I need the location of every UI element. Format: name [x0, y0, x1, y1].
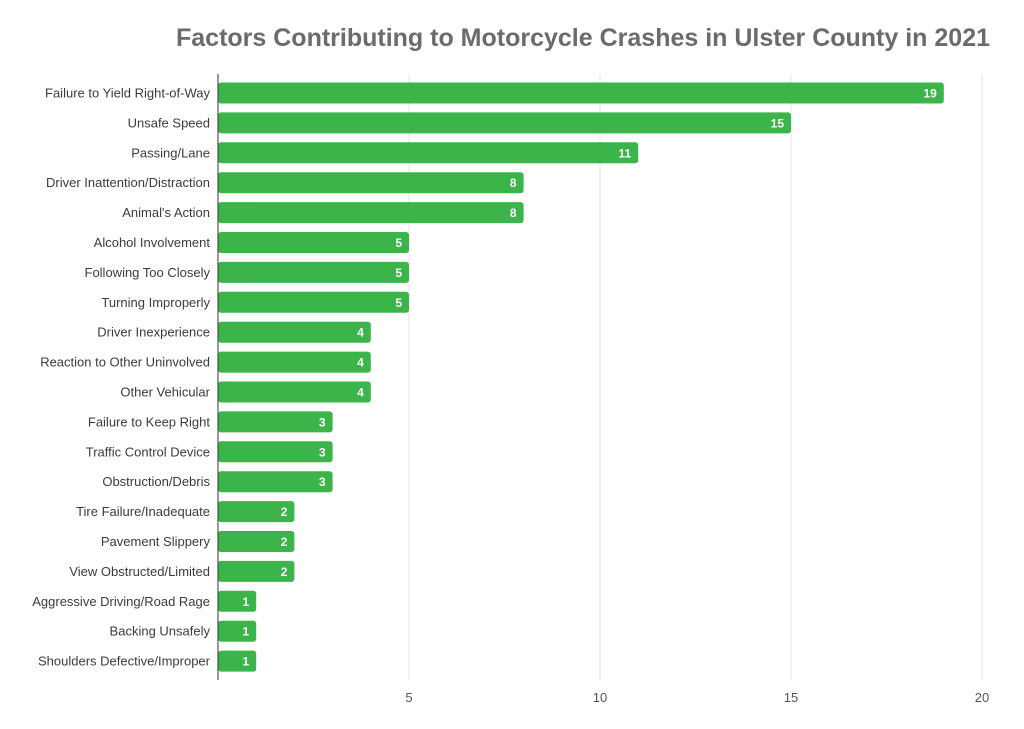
bar	[218, 172, 524, 194]
category-label: Tire Failure/Inadequate	[76, 504, 210, 519]
bar	[218, 202, 524, 224]
bar	[218, 112, 791, 134]
category-label: Pavement Slippery	[101, 534, 211, 549]
bar-value-label: 15	[771, 116, 785, 130]
category-label: Turning Improperly	[101, 295, 210, 310]
bar	[218, 590, 257, 612]
bar-value-label: 4	[357, 386, 364, 400]
category-label: Failure to Yield Right-of-Way	[45, 86, 210, 101]
bar	[218, 381, 371, 403]
bar-value-label: 4	[357, 326, 364, 340]
x-tick-label: 15	[784, 690, 798, 705]
category-label: Alcohol Involvement	[94, 235, 211, 250]
bar	[218, 620, 257, 642]
category-label: View Obstructed/Limited	[69, 564, 210, 579]
bar-value-label: 4	[357, 356, 364, 370]
bar	[218, 291, 409, 313]
category-label: Reaction to Other Uninvolved	[40, 355, 210, 370]
x-axis-ticks: 5 10 15 20	[405, 690, 989, 705]
bar-value-label: 1	[243, 655, 250, 669]
bar-value-label: 1	[243, 595, 250, 609]
category-label: Animal's Action	[122, 205, 210, 220]
x-tick-label: 5	[405, 690, 412, 705]
bar	[218, 82, 944, 104]
bar-value-label: 8	[510, 176, 517, 190]
bar-value-label: 5	[395, 236, 402, 250]
bar-value-label: 3	[319, 475, 326, 489]
category-label: Traffic Control Device	[86, 444, 210, 459]
bar-value-label: 19	[923, 87, 937, 101]
gridlines	[408, 74, 983, 680]
bar	[218, 650, 257, 672]
bar	[218, 232, 409, 253]
category-label: Other Vehicular	[120, 385, 210, 400]
bar	[218, 261, 409, 283]
bar	[218, 531, 295, 552]
bar-value-label: 3	[319, 415, 326, 429]
bar	[218, 411, 333, 433]
category-label: Passing/Lane	[131, 145, 210, 160]
category-label: Backing Unsafely	[110, 624, 211, 639]
bar-value-label: 3	[319, 445, 326, 459]
bar	[218, 471, 333, 493]
bar	[218, 560, 295, 582]
bar	[218, 441, 333, 463]
x-tick-label: 10	[593, 690, 607, 705]
bar-value-label: 2	[281, 565, 288, 579]
bar-value-label: 8	[510, 206, 517, 220]
category-label: Aggressive Driving/Road Rage	[32, 594, 210, 609]
bar-value-label: 5	[395, 266, 402, 280]
bar	[218, 351, 371, 373]
category-label: Unsafe Speed	[128, 115, 210, 130]
bar-value-label: 2	[281, 505, 288, 519]
chart-title: Factors Contributing to Motorcycle Crash…	[176, 24, 990, 52]
bar-value-label: 1	[243, 625, 250, 639]
category-label: Following Too Closely	[85, 265, 211, 280]
bar-value-label: 5	[395, 296, 402, 310]
bar-value-label: 2	[281, 535, 288, 549]
category-labels: Failure to Yield Right-of-Way Unsafe Spee…	[32, 86, 210, 669]
bar	[218, 501, 295, 523]
category-label: Driver Inexperience	[97, 325, 210, 340]
category-label: Driver Inattention/Distraction	[46, 175, 210, 190]
bar	[218, 142, 639, 164]
x-tick-label: 20	[975, 690, 989, 705]
category-label: Failure to Keep Right	[88, 414, 211, 429]
category-label: Obstruction/Debris	[102, 474, 210, 489]
bar-value-label: 11	[619, 146, 632, 160]
category-label: Shoulders Defective/Improper	[38, 654, 211, 669]
bar	[218, 321, 371, 343]
